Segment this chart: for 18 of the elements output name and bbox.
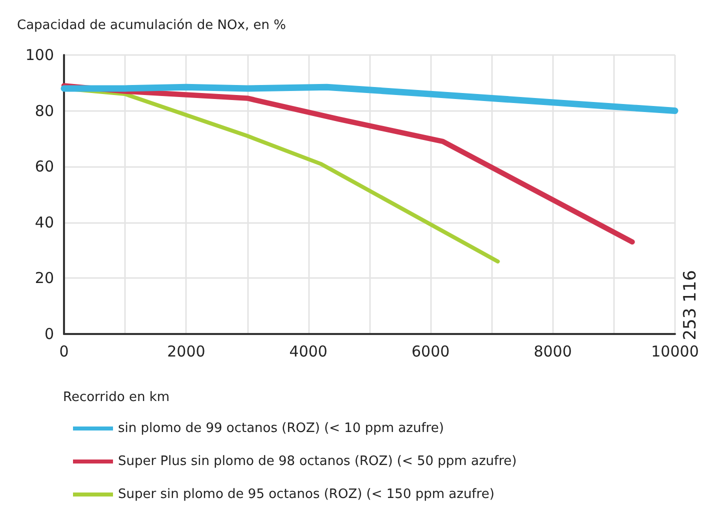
x-tick-label: 6000 [412,342,450,360]
x-tick-label: 2000 [167,342,206,360]
y-tick-label: 0 [44,325,54,343]
legend-label: sin plomo de 99 octanos (ROZ) (< 10 ppm azufre) [118,421,444,436]
y-tick-label: 60 [34,158,54,176]
x-tick-label: 0 [59,342,69,360]
y-tick-label: 100 [25,46,54,64]
y-tick-label: 20 [34,269,54,288]
text: 253 116 [680,270,700,340]
legend-label: Super Plus sin plomo de 98 octanos (ROZ) (< 50 ppm azufre) [118,454,517,469]
x-tick-label: 4000 [289,342,328,360]
x-axis-title: Recorrido en km [63,390,170,405]
x-tick-label: 10000 [651,342,699,360]
y-axis-title: Capacidad de acumulación de NOx, en % [17,18,286,33]
y-tick-label: 80 [34,102,54,120]
x-tick-label: 8000 [534,342,572,360]
y-tick-label: 40 [34,213,54,232]
legend-label: Super sin plomo de 95 octanos (ROZ) (< 150 ppm azufre) [118,487,494,502]
